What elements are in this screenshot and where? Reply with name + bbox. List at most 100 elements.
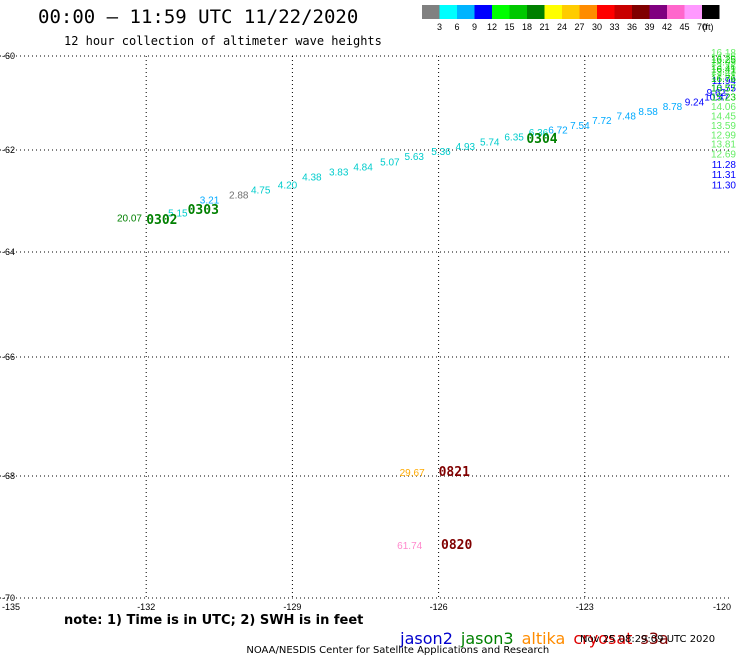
altimeter-chart: 3 6 9 12 15 18 21 24 27 30 33 36 39 42 45 70(ft) -135 -1… [0, 5, 736, 612]
colorbar-label: 70 [697, 22, 707, 32]
x-tick-label: -129 [283, 602, 301, 612]
wave-height-label: 14.75 [711, 53, 736, 64]
colorbar-swatch [509, 5, 527, 19]
pass-time-label: 0303 [188, 203, 219, 218]
wave-height-label: 13.59 [711, 121, 736, 132]
wave-height-label: 4.38 [302, 173, 322, 184]
colorbar-label: 45 [679, 22, 689, 32]
legend-jason2: jason2 [400, 629, 453, 648]
x-tick-label: -135 [2, 602, 20, 612]
wave-height-label: 7.54 [570, 121, 590, 132]
wave-height-label: 7.72 [592, 116, 612, 127]
y-tick-label: -60 [2, 51, 15, 61]
wave-height-label: 3.21 [200, 196, 220, 207]
wave-height-label: 11.28 [712, 160, 737, 171]
colorbar-swatch [492, 5, 510, 19]
colorbar-label: 39 [644, 22, 654, 32]
footer: NOAA/NESDIS Center for Satellite Applica… [240, 634, 715, 667]
y-tick-label: -62 [2, 145, 15, 155]
x-tick-label: -132 [137, 602, 155, 612]
colorbar-swatch [684, 5, 702, 19]
wave-height-label: 10.47 [704, 93, 729, 104]
colorbar-unit: (ft) [703, 22, 714, 32]
x-tick-label: -120 [713, 602, 731, 612]
wave-height-label: 4.84 [353, 162, 373, 173]
wave-height-label: 29.67 [400, 468, 425, 479]
wave-height-label: 14.06 [711, 102, 736, 113]
data-points: 20.07 5.15 3.21 2.88 4.75 4.20 4.38 3.83 4.84 5.0… [117, 48, 736, 552]
wave-height-label: 13.46 [711, 62, 736, 73]
colorbar-swatch [457, 5, 475, 19]
wave-height-label: 6.72 [548, 126, 568, 137]
wave-height-label: 8.58 [638, 107, 658, 118]
chart-title: 00:00 – 11:59 UTC 11/22/2020 [38, 6, 359, 28]
wave-height-label: 4.20 [278, 180, 298, 191]
wave-height-label: 9.62 [707, 88, 727, 99]
x-tick-label: -123 [576, 602, 594, 612]
wave-height-label: 12.99 [711, 130, 736, 141]
pass-time-label: 0820 [441, 538, 472, 553]
axis-ticks: -135 -132 -129 -126 -123 -120 -60 -62 -64 -66 -68 -… [2, 51, 731, 612]
pass-time-label: 0821 [439, 465, 470, 480]
wave-height-label: 5.74 [480, 137, 500, 148]
grid-lines [0, 55, 731, 599]
wave-height-label: 6.36 [529, 128, 549, 139]
wave-height-label: 61.74 [397, 541, 422, 552]
legend-s3a: s3a [640, 629, 669, 648]
wave-height-label: 13.43 [711, 67, 736, 78]
colorbar-swatch [527, 5, 545, 19]
chart-subtitle: 12 hour collection of altimeter wave hei… [64, 34, 382, 48]
wave-height-label: 11.94 [712, 76, 737, 87]
wave-height-label: 9.24 [685, 97, 705, 108]
legend-cryosat: cryosat [573, 629, 633, 648]
wave-height-label: 10.75 [711, 83, 736, 94]
colorbar-swatch [562, 5, 580, 19]
x-tick-label: -126 [430, 602, 448, 612]
wave-height-label: 14.05 [711, 57, 736, 68]
colorbar-label: 24 [557, 22, 567, 32]
wave-height-label: 2.88 [229, 190, 249, 201]
pass-time-label: 0304 [526, 132, 557, 147]
colorbar-swatch [439, 5, 457, 19]
wave-height-label: 16.57 [711, 83, 736, 94]
colorbar-legend: 3 6 9 12 15 18 21 24 27 30 33 36 39 42 45 70(ft) [422, 5, 720, 32]
colorbar-swatch [544, 5, 562, 19]
colorbar-swatch [632, 5, 650, 19]
wave-height-label: 5.07 [380, 157, 400, 168]
colorbar-label: 30 [592, 22, 602, 32]
colorbar-label: 27 [574, 22, 584, 32]
colorbar-label: 33 [609, 22, 619, 32]
wave-height-label: 14.45 [711, 111, 736, 122]
colorbar-swatch [474, 5, 492, 19]
colorbar-swatch [597, 5, 615, 19]
colorbar-swatch [422, 5, 440, 19]
pass-time-label: 0302 [146, 213, 177, 228]
y-tick-label: -68 [2, 471, 15, 481]
legend-jason3: jason3 [460, 629, 514, 648]
colorbar-label: 12 [487, 22, 497, 32]
colorbar-swatch [667, 5, 685, 19]
satellite-legend: jason2 jason3 altika cryosat s3a [390, 610, 677, 648]
wave-height-label: 4.93 [456, 142, 476, 153]
colorbar-swatch [614, 5, 632, 19]
wave-height-label: 4.75 [251, 185, 271, 196]
wave-height-label: 5.63 [404, 152, 424, 163]
wave-height-label: 20.07 [117, 213, 142, 224]
wave-height-label: 6.35 [504, 133, 524, 144]
colorbar-swatch [649, 5, 667, 19]
colorbar-swatch [702, 5, 720, 19]
legend-altika: altika [521, 629, 566, 648]
colorbar-label: 6 [454, 22, 459, 32]
wave-height-label: 11.31 [712, 170, 737, 181]
units-note: note: 1) Time is in UTC; 2) SWH is in fe… [64, 613, 364, 628]
colorbar-label: 15 [504, 22, 514, 32]
wave-height-label: 5.36 [431, 147, 451, 158]
wave-height-label: 12.69 [711, 150, 736, 161]
wave-height-label: 16.18 [711, 48, 736, 59]
colorbar-label: 42 [662, 22, 672, 32]
wave-height-label: 5.15 [168, 208, 188, 219]
wave-height-label: 3.83 [329, 168, 349, 179]
wave-height-label: 16.76 [711, 74, 736, 85]
colorbar-label: 3 [437, 22, 442, 32]
colorbar-label: 18 [522, 22, 532, 32]
